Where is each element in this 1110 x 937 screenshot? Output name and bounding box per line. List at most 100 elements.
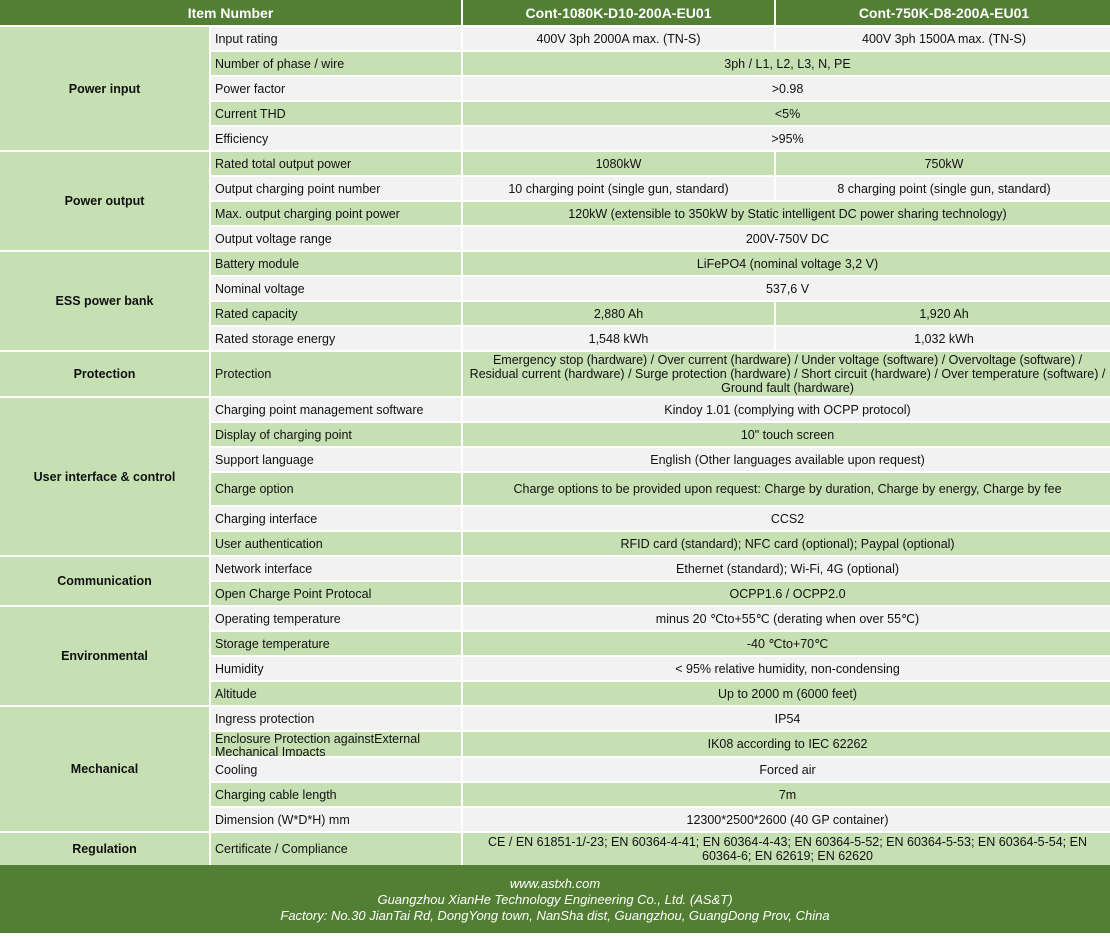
value-shared: >0.98: [463, 77, 1110, 100]
value-model-2: 1,032 kWh: [776, 327, 1110, 350]
param-label: Current THD: [211, 102, 462, 125]
value-shared: <5%: [463, 102, 1110, 125]
param-label: User authentication: [211, 532, 462, 555]
param-label: Rated capacity: [211, 302, 462, 325]
value-shared: 12300*2500*2600 (40 GP container): [463, 808, 1110, 831]
param-label: Certificate / Compliance: [211, 833, 462, 865]
group-label: Regulation: [0, 833, 209, 865]
value-shared: Charge options to be provided upon reque…: [463, 473, 1110, 505]
param-label: Dimension (W*D*H) mm: [211, 808, 462, 831]
value-shared: RFID card (standard); NFC card (optional…: [463, 532, 1110, 555]
value-shared: CCS2: [463, 507, 1110, 530]
spec-row: Regulation Certificate / Compliance CE / E…: [0, 833, 1110, 865]
value-shared: IP54: [463, 707, 1110, 730]
param-label: Display of charging point: [211, 423, 462, 446]
param-label: Protection: [211, 352, 462, 396]
value-model-1: 1080kW: [463, 152, 775, 175]
value-model-2: 1,920 Ah: [776, 302, 1110, 325]
spec-row: Output voltage range 200V-750V DC: [0, 227, 1110, 250]
value-model-1: 10 charging point (single gun, standard): [463, 177, 775, 200]
param-label: Network interface: [211, 557, 462, 580]
spec-row: Power factor >0.98: [0, 77, 1110, 100]
value-shared: IK08 according to IEC 62262: [463, 732, 1110, 756]
spec-row: Rated capacity 2,880 Ah 1,920 Ah: [0, 302, 1110, 325]
spec-row: Charging cable length 7m: [0, 783, 1110, 806]
value-model-1: 2,880 Ah: [463, 302, 775, 325]
spec-row: Mechanical Ingress protection IP54: [0, 707, 1110, 831]
param-label: Open Charge Point Protocal: [211, 582, 462, 605]
value-shared: CE / EN 61851-1/-23; EN 60364-4-41; EN 6…: [463, 833, 1110, 865]
group-label: Communication: [0, 557, 209, 605]
header-row: Item Number Cont-1080K-D10-200A-EU01 Con…: [0, 0, 1110, 25]
param-label: Charge option: [211, 473, 462, 505]
item-number-header: Item Number: [0, 0, 462, 25]
spec-row: Altitude Up to 2000 m (6000 feet): [0, 682, 1110, 705]
value-model-1: 1,548 kWh: [463, 327, 775, 350]
value-shared: < 95% relative humidity, non-condensing: [463, 657, 1110, 680]
spec-row: Support language English (Other languages…: [0, 448, 1110, 471]
spec-row: Open Charge Point Protocal OCPP1.6 / OCPP…: [0, 582, 1110, 605]
value-shared: Ethernet (standard); Wi-Fi, 4G (optional…: [463, 557, 1110, 580]
param-text: Enclosure Protection againstExternal Mec…: [215, 732, 420, 757]
value-model-2: 750kW: [776, 152, 1110, 175]
footer: www.astxh.com Guangzhou XianHe Technolog…: [0, 865, 1110, 933]
group-label: Power input: [0, 27, 209, 150]
param-label: Output charging point number: [211, 177, 462, 200]
value-shared: >95%: [463, 127, 1110, 150]
spec-table: Item Number Cont-1080K-D10-200A-EU01 Con…: [0, 0, 1110, 865]
value-shared: Kindoy 1.01 (complying with OCPP protoco…: [463, 398, 1110, 421]
param-label: Rated total output power: [211, 152, 462, 175]
footer-website: www.astxh.com: [509, 876, 601, 891]
spec-row: Protection Protection Emergency stop (hard…: [0, 352, 1110, 396]
group-label: Power output: [0, 152, 209, 250]
value-shared: 7m: [463, 783, 1110, 806]
param-label: Ingress protection: [211, 707, 462, 730]
value-shared: -40 ℃to+70℃: [463, 632, 1110, 655]
value-shared: 537,6 V: [463, 277, 1110, 300]
value-shared: 200V-750V DC: [463, 227, 1110, 250]
spec-row: Nominal voltage 537,6 V: [0, 277, 1110, 300]
param-label: Nominal voltage: [211, 277, 462, 300]
spec-row: Storage temperature -40 ℃to+70℃: [0, 632, 1110, 655]
param-label: Input rating: [211, 27, 462, 50]
param-label: Rated storage energy: [211, 327, 462, 350]
spec-row: Rated storage energy 1,548 kWh 1,032 kWh: [0, 327, 1110, 350]
spec-row: Humidity < 95% relative humidity, non-con…: [0, 657, 1110, 680]
param-label: Output voltage range: [211, 227, 462, 250]
spec-row: Dimension (W*D*H) mm 12300*2500*2600 (40 …: [0, 808, 1110, 831]
value-shared: LiFePO4 (nominal voltage 3,2 V): [463, 252, 1110, 275]
param-label: Charging interface: [211, 507, 462, 530]
value-shared: 10" touch screen: [463, 423, 1110, 446]
spec-row: Current THD <5%: [0, 102, 1110, 125]
group-label: Mechanical: [0, 707, 209, 831]
param-label: Altitude: [211, 682, 462, 705]
value-shared: English (Other languages available upon …: [463, 448, 1110, 471]
param-label: Efficiency: [211, 127, 462, 150]
value-model-2: 8 charging point (single gun, standard): [776, 177, 1110, 200]
spec-body: Power input Input rating 400V 3ph 2000A ma…: [0, 27, 1110, 865]
spec-row: Number of phase / wire 3ph / L1, L2, L3, …: [0, 52, 1110, 75]
spec-row: Efficiency >95%: [0, 127, 1110, 150]
spec-row: ESS power bank Battery module LiFePO4 (nom…: [0, 252, 1110, 350]
group-label: ESS power bank: [0, 252, 209, 350]
value-shared: Up to 2000 m (6000 feet): [463, 682, 1110, 705]
spec-row: Communication Network interface Ethernet (…: [0, 557, 1110, 605]
group-label: Protection: [0, 352, 209, 396]
param-label: Storage temperature: [211, 632, 462, 655]
param-label: Max. output charging point power: [211, 202, 462, 225]
value-shared: minus 20 ℃to+55℃ (derating when over 55℃…: [463, 607, 1110, 630]
param-label: Battery module: [211, 252, 462, 275]
param-label: Charging point management software: [211, 398, 462, 421]
value-shared: OCPP1.6 / OCPP2.0: [463, 582, 1110, 605]
value-model-2: 400V 3ph 1500A max. (TN-S): [776, 27, 1110, 50]
param-label: Humidity: [211, 657, 462, 680]
param-label: Cooling: [211, 758, 462, 781]
spec-row: Max. output charging point power 120kW (e…: [0, 202, 1110, 225]
spec-row: Cooling Forced air: [0, 758, 1110, 781]
spec-row: Power output Rated total output power 1080…: [0, 152, 1110, 250]
footer-address: Factory: No.30 JianTai Rd, DongYong town…: [280, 908, 830, 923]
footer-company: Guangzhou XianHe Technology Engineering …: [377, 892, 733, 907]
value-model-1: 400V 3ph 2000A max. (TN-S): [463, 27, 775, 50]
spec-row: Display of charging point 10" touch scree…: [0, 423, 1110, 446]
spec-row: Power input Input rating 400V 3ph 2000A ma…: [0, 27, 1110, 150]
